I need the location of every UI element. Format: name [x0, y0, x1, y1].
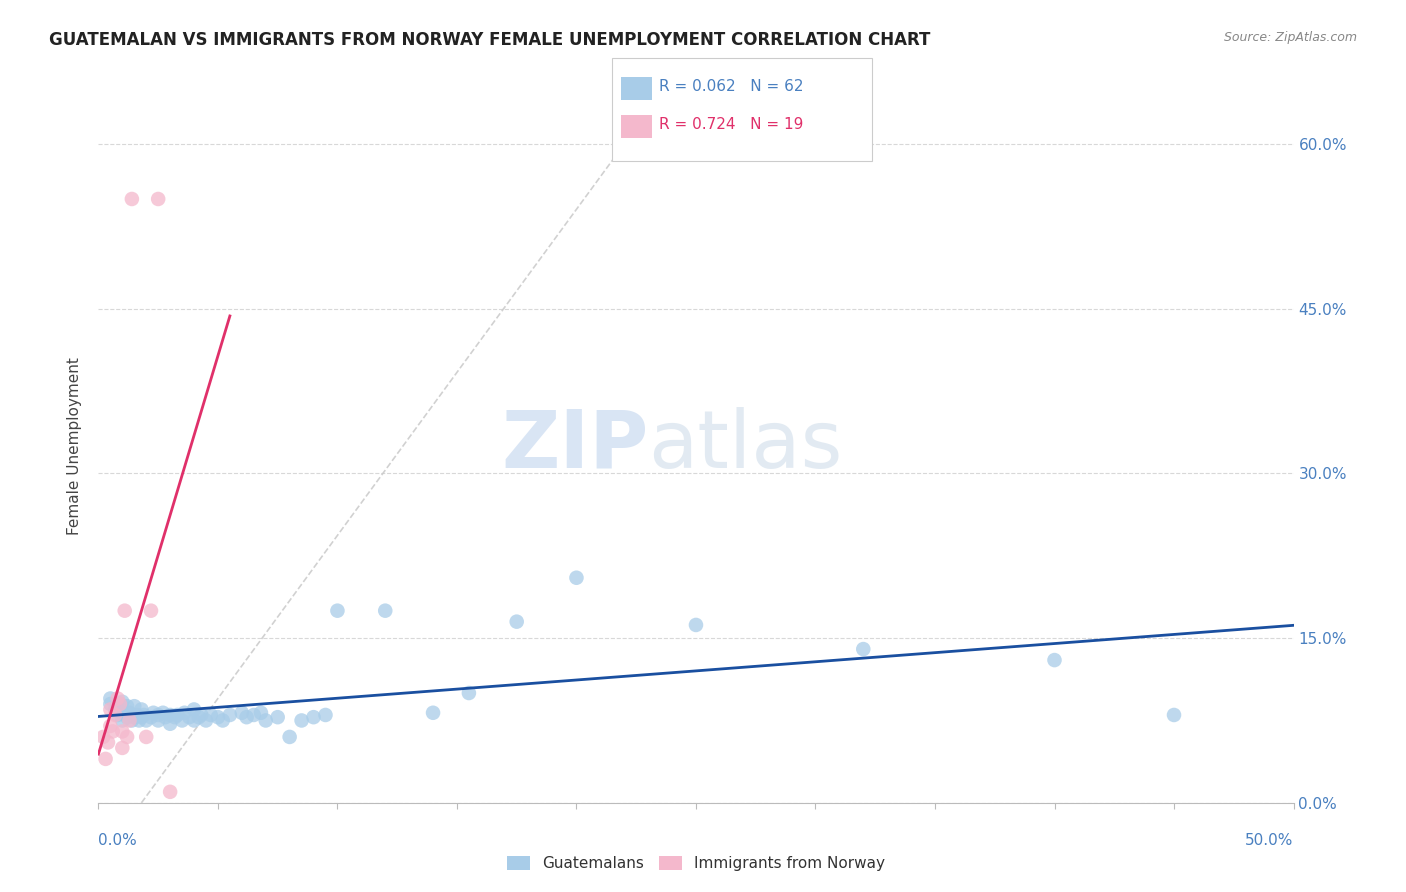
- Point: [94, 752, 117, 766]
- Point: [267, 710, 290, 724]
- Point: [98, 697, 122, 711]
- Point: [111, 724, 134, 739]
- Point: [131, 702, 153, 716]
- Point: [172, 714, 194, 728]
- Point: [111, 695, 134, 709]
- Point: [125, 708, 148, 723]
- Point: [250, 706, 273, 720]
- Point: [108, 697, 131, 711]
- Point: [114, 604, 136, 618]
- Point: [852, 642, 875, 657]
- Point: [183, 714, 205, 728]
- Point: [685, 618, 707, 632]
- Point: [124, 699, 146, 714]
- Point: [118, 714, 141, 728]
- Point: [159, 716, 181, 731]
- Text: 50.0%: 50.0%: [1246, 832, 1294, 847]
- Point: [163, 710, 186, 724]
- Point: [187, 710, 209, 724]
- Point: [148, 192, 170, 206]
- Point: [179, 710, 201, 724]
- Text: R = 0.724   N = 19: R = 0.724 N = 19: [659, 118, 804, 132]
- Point: [302, 710, 325, 724]
- Point: [1163, 708, 1185, 723]
- Y-axis label: Female Unemployment: Female Unemployment: [67, 357, 83, 535]
- Point: [104, 708, 127, 723]
- Point: [374, 604, 396, 618]
- Point: [231, 706, 253, 720]
- Point: [104, 702, 127, 716]
- Point: [111, 740, 134, 755]
- Legend: Guatemalans, Immigrants from Norway: Guatemalans, Immigrants from Norway: [501, 850, 891, 877]
- Text: ZIP: ZIP: [501, 407, 648, 485]
- Point: [183, 702, 205, 716]
- Point: [219, 708, 242, 723]
- Point: [159, 708, 181, 723]
- Point: [506, 615, 529, 629]
- Point: [278, 730, 301, 744]
- Point: [121, 192, 143, 206]
- Point: [124, 710, 146, 724]
- Point: [422, 706, 444, 720]
- Point: [135, 714, 157, 728]
- Point: [190, 708, 212, 723]
- Point: [142, 706, 165, 720]
- Point: [98, 719, 122, 733]
- Text: 0.0%: 0.0%: [98, 832, 138, 847]
- Text: atlas: atlas: [648, 407, 842, 485]
- Point: [1043, 653, 1066, 667]
- Point: [458, 686, 481, 700]
- Point: [200, 708, 222, 723]
- Point: [235, 710, 257, 724]
- Point: [115, 699, 138, 714]
- Text: Source: ZipAtlas.com: Source: ZipAtlas.com: [1223, 31, 1357, 45]
- Point: [115, 710, 138, 724]
- Point: [128, 714, 150, 728]
- Point: [152, 706, 174, 720]
- Text: R = 0.062   N = 62: R = 0.062 N = 62: [659, 79, 804, 94]
- Point: [211, 714, 233, 728]
- Point: [254, 714, 277, 728]
- Point: [131, 710, 153, 724]
- Point: [243, 708, 266, 723]
- Point: [207, 710, 229, 724]
- Point: [166, 708, 188, 723]
- Point: [107, 708, 129, 723]
- Point: [159, 785, 181, 799]
- Point: [118, 706, 141, 720]
- Point: [139, 710, 162, 724]
- Point: [173, 706, 195, 720]
- Point: [315, 708, 337, 723]
- Point: [98, 691, 122, 706]
- Point: [107, 691, 129, 706]
- Point: [98, 702, 122, 716]
- Text: GUATEMALAN VS IMMIGRANTS FROM NORWAY FEMALE UNEMPLOYMENT CORRELATION CHART: GUATEMALAN VS IMMIGRANTS FROM NORWAY FEM…: [49, 31, 931, 49]
- Point: [148, 708, 170, 723]
- Point: [195, 714, 218, 728]
- Point: [91, 730, 114, 744]
- Point: [111, 714, 134, 728]
- Point: [121, 714, 143, 728]
- Point: [565, 571, 588, 585]
- Point: [135, 730, 157, 744]
- Point: [155, 710, 177, 724]
- Point: [115, 730, 138, 744]
- Point: [291, 714, 314, 728]
- Point: [111, 706, 134, 720]
- Point: [97, 735, 120, 749]
- Point: [139, 604, 162, 618]
- Point: [108, 697, 131, 711]
- Point: [326, 604, 349, 618]
- Point: [101, 724, 124, 739]
- Point: [148, 714, 170, 728]
- Point: [132, 708, 155, 723]
